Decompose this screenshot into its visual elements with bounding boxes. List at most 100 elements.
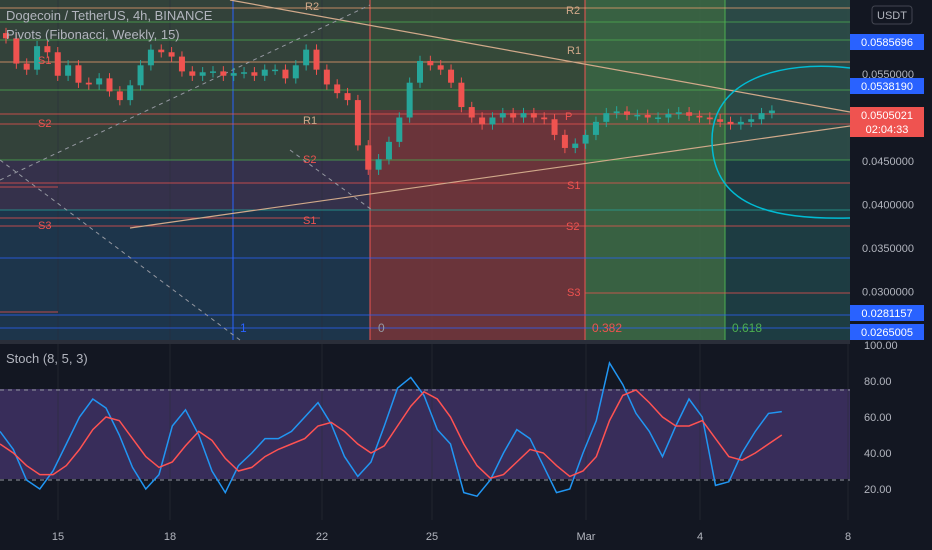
candle-body bbox=[530, 113, 537, 118]
stoch-d-line bbox=[0, 389, 783, 480]
candle-body bbox=[365, 145, 372, 170]
zone-fib-382 bbox=[585, 0, 725, 340]
candle-body bbox=[551, 119, 558, 135]
price-tag-bg bbox=[850, 78, 924, 94]
candle-body bbox=[613, 111, 620, 114]
price-tick: 0.0300000 bbox=[862, 287, 914, 299]
stoch-tick: 80.00 bbox=[864, 376, 892, 388]
candle-body bbox=[624, 111, 630, 115]
candle-body bbox=[385, 141, 392, 160]
stoch-title[interactable]: Stoch (8, 5, 3) bbox=[6, 351, 88, 366]
candle-body bbox=[116, 91, 123, 101]
candle-body bbox=[665, 114, 672, 118]
fibonacci-zones bbox=[232, 0, 850, 340]
zone-upper-left bbox=[0, 0, 370, 160]
pivot-lines bbox=[0, 7, 850, 329]
candle-body bbox=[292, 65, 299, 79]
zone-fib-0-upper bbox=[370, 0, 585, 110]
candle-body bbox=[230, 73, 237, 76]
stoch-tick: 20.00 bbox=[864, 484, 892, 496]
candle-body bbox=[655, 117, 662, 119]
candle-body bbox=[85, 82, 92, 85]
candle-body bbox=[582, 134, 589, 144]
candle-body bbox=[3, 33, 9, 39]
price-tag-text: 0.0538190 bbox=[861, 81, 913, 93]
time-tick: Mar bbox=[577, 531, 596, 543]
candle-body bbox=[44, 46, 51, 53]
stoch-tick: 40.00 bbox=[864, 448, 892, 460]
pivot-label: S1 bbox=[303, 215, 316, 227]
chart-labels: 1 0 0.382 0.618 R2 R1 S1 S2 P S1 S2 S3 S1 S2 S3 R1 R2 bbox=[38, 1, 762, 335]
price-tag-text: 0.0265005 bbox=[861, 327, 913, 339]
candle-body bbox=[572, 143, 579, 148]
fib-label: 0.618 bbox=[732, 321, 762, 335]
candle-body bbox=[468, 107, 475, 118]
dashed-line-b bbox=[0, 159, 241, 341]
candle-body bbox=[644, 114, 651, 118]
trendline-down bbox=[229, 0, 851, 113]
fib-label: 1 bbox=[240, 321, 247, 335]
price-candles[interactable] bbox=[3, 27, 775, 175]
price-tag-bg bbox=[850, 34, 924, 50]
candle-body bbox=[106, 78, 113, 92]
candle-body bbox=[706, 117, 713, 120]
candle-body bbox=[34, 46, 41, 70]
time-tick: 25 bbox=[426, 531, 438, 543]
zone-fib-618-lower bbox=[725, 160, 850, 340]
candle-body bbox=[634, 114, 641, 117]
candle-body bbox=[354, 100, 361, 146]
price-tag-bg bbox=[850, 107, 924, 123]
candle-body bbox=[189, 71, 196, 76]
candle-body bbox=[168, 52, 175, 57]
pivot-label: R2 bbox=[305, 1, 319, 13]
candle-body bbox=[334, 84, 341, 94]
dashed-line-c bbox=[289, 149, 373, 211]
time-tick: 22 bbox=[316, 531, 328, 543]
zone-fib-618-upper bbox=[725, 0, 850, 160]
candle-body bbox=[127, 85, 134, 101]
candle-body bbox=[241, 72, 248, 74]
indicator-title[interactable]: Pivots (Fibonacci, Weekly, 15) bbox=[6, 27, 180, 42]
candle-body bbox=[406, 82, 413, 118]
time-tick: 18 bbox=[164, 531, 176, 543]
candle-body bbox=[158, 49, 165, 53]
fib-label: 0.382 bbox=[592, 321, 622, 335]
symbol-title[interactable]: Dogecoin / TetherUS, 4h, BINANCE bbox=[6, 8, 213, 23]
candle-body bbox=[210, 71, 216, 73]
candle-body bbox=[520, 113, 527, 118]
stochastic-pane bbox=[0, 361, 850, 498]
candle-body bbox=[323, 69, 330, 85]
candle-body bbox=[303, 49, 310, 66]
candle-body bbox=[23, 63, 30, 70]
time-tick: 8 bbox=[845, 531, 851, 543]
candle-body bbox=[375, 159, 382, 170]
candle-body bbox=[758, 113, 765, 120]
price-tag-bg bbox=[850, 305, 924, 321]
candle-body bbox=[427, 60, 434, 66]
candle-body bbox=[737, 121, 744, 125]
candle-body bbox=[220, 71, 227, 76]
price-tag-bg bbox=[850, 324, 924, 340]
currency-box bbox=[871, 5, 913, 25]
candle-body bbox=[396, 117, 403, 142]
price-tags: USDT 0.0585696 0.0538190 0.0505021 02:04:33 0… bbox=[850, 5, 924, 340]
zone-fib-0 bbox=[370, 110, 585, 340]
stoch-tick: 60.00 bbox=[864, 412, 892, 424]
stoch-band bbox=[0, 389, 850, 479]
candle-body bbox=[417, 60, 423, 83]
price-tag-text: 0.0585696 bbox=[861, 37, 913, 49]
candle-body bbox=[489, 117, 496, 125]
trendline-up bbox=[129, 125, 851, 229]
candle-body bbox=[437, 65, 444, 70]
candle-body bbox=[479, 117, 486, 125]
time-tick: 4 bbox=[697, 531, 703, 543]
candle-body bbox=[727, 121, 734, 125]
pivot-label: S2 bbox=[303, 154, 316, 166]
pivot-label: R2 bbox=[566, 5, 580, 17]
candle-body bbox=[344, 93, 351, 101]
price-tag-bg bbox=[850, 121, 924, 137]
candle-body bbox=[717, 119, 724, 122]
candle-body bbox=[75, 65, 82, 83]
pivot-label: S2 bbox=[566, 221, 579, 233]
candle-body bbox=[541, 117, 548, 120]
